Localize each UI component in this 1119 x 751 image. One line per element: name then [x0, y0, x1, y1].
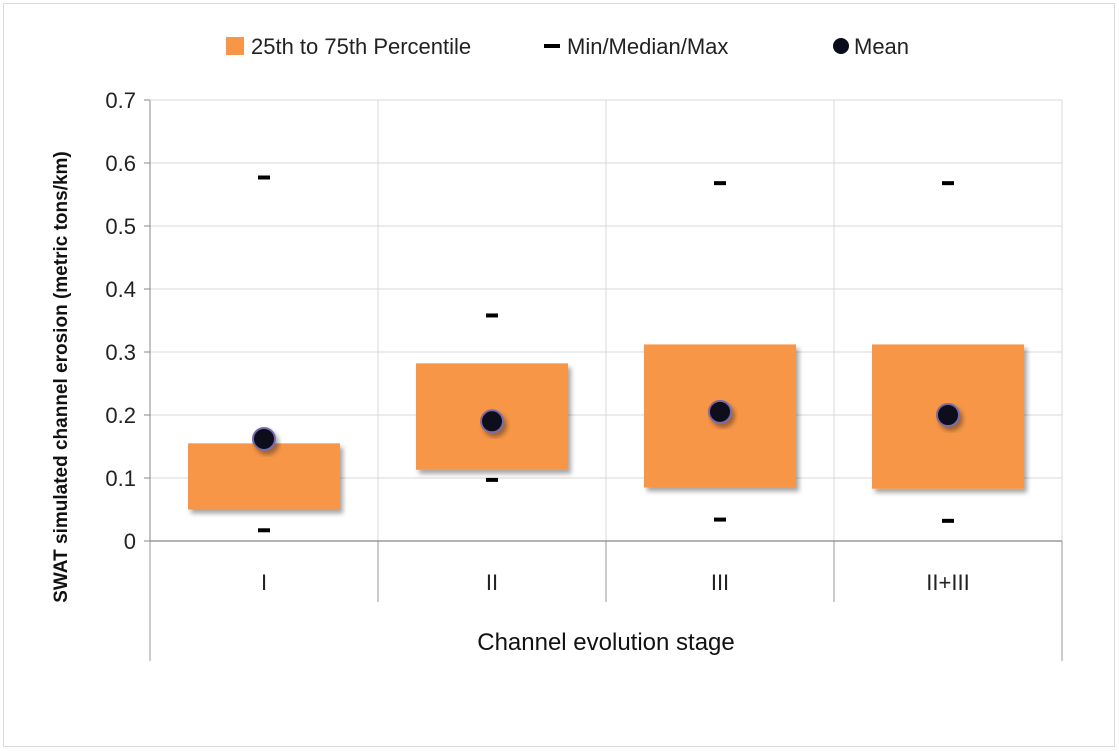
y-axis-title: SWAT simulated channel erosion (metric t…	[51, 151, 72, 603]
y-tick-label: 0.7	[105, 88, 136, 113]
legend-mean-swatch	[833, 38, 849, 54]
legend-mean-label: Mean	[854, 34, 909, 59]
x-tick-label: II+III	[926, 570, 969, 595]
x-tick-label: II	[486, 570, 498, 595]
y-tick-label: 0.6	[105, 151, 136, 176]
plot-area: 00.10.20.30.40.50.60.7I II III II+III	[105, 88, 1063, 661]
x-tick-label: III	[711, 570, 729, 595]
mean-marker	[936, 403, 960, 427]
y-tick-label: 0.5	[105, 214, 136, 239]
y-tick-label: 0.4	[105, 277, 136, 302]
mean-marker	[480, 409, 504, 434]
x-axis-title: Channel evolution stage	[477, 629, 735, 656]
legend-whisker-swatch	[544, 44, 560, 48]
y-tick-label: 0.1	[105, 466, 136, 491]
legend-box-label: 25th to 75th Percentile	[251, 34, 471, 59]
y-tick-label: 0.2	[105, 403, 136, 428]
mean-marker	[708, 399, 732, 424]
legend-box-swatch	[226, 37, 244, 55]
legend-whisker-label: Min/Median/Max	[567, 34, 728, 59]
chart-svg: 25th to 75th Percentile Min/Median/Max M…	[51, 34, 1063, 661]
y-tick-label: 0.3	[105, 340, 136, 365]
y-tick-label: 0	[124, 529, 136, 554]
mean-marker	[252, 426, 276, 451]
legend: 25th to 75th Percentile Min/Median/Max M…	[226, 34, 909, 59]
chart-frame: 25th to 75th Percentile Min/Median/Max M…	[3, 3, 1115, 747]
x-tick-label: I	[261, 570, 267, 595]
